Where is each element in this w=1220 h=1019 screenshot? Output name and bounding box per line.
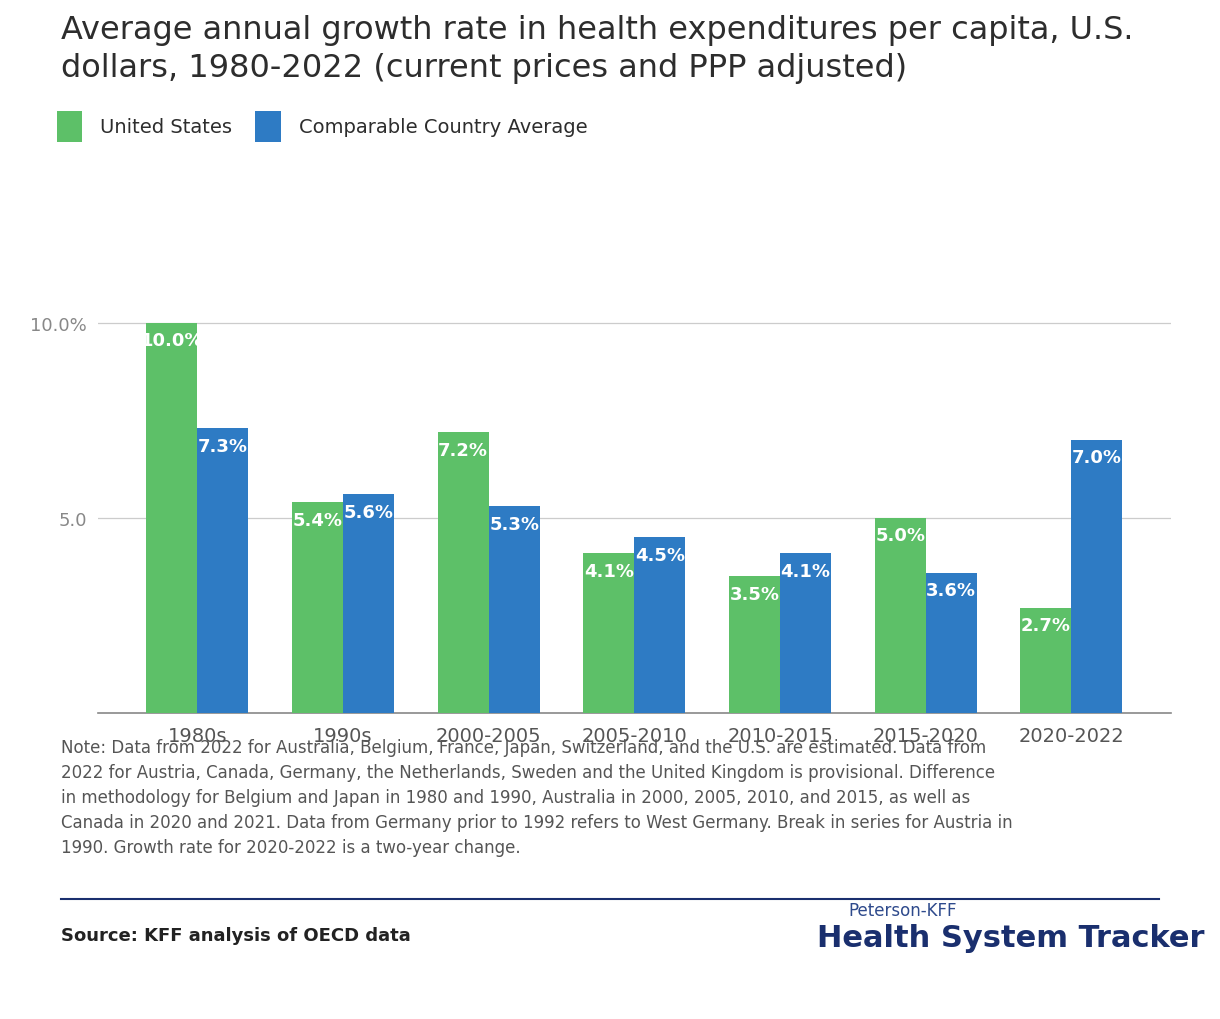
Text: United States: United States (100, 118, 232, 137)
Text: 7.0%: 7.0% (1072, 449, 1122, 467)
Text: 4.5%: 4.5% (634, 546, 684, 565)
Bar (489, 506, 539, 713)
Bar (1071, 440, 1122, 713)
Text: 3.6%: 3.6% (926, 582, 976, 599)
Text: 5.3%: 5.3% (489, 516, 539, 533)
Bar (875, 519, 926, 713)
Bar (146, 323, 198, 713)
Text: Average annual growth rate in health expenditures per capita, U.S.: Average annual growth rate in health exp… (61, 15, 1133, 46)
Bar (926, 573, 977, 713)
Bar (1020, 608, 1071, 713)
Text: dollars, 1980-2022 (current prices and PPP adjusted): dollars, 1980-2022 (current prices and P… (61, 53, 908, 84)
Text: 5.0%: 5.0% (875, 527, 925, 545)
Bar (730, 577, 780, 713)
Text: 5.4%: 5.4% (293, 512, 343, 529)
Bar (583, 553, 634, 713)
Text: 4.1%: 4.1% (781, 562, 831, 580)
Text: Health System Tracker: Health System Tracker (817, 923, 1205, 952)
Text: 4.1%: 4.1% (584, 562, 634, 580)
Text: 3.5%: 3.5% (730, 586, 780, 603)
Bar (438, 433, 489, 713)
Text: 7.3%: 7.3% (198, 437, 248, 455)
Text: 10.0%: 10.0% (140, 332, 204, 350)
Text: Source: KFF analysis of OECD data: Source: KFF analysis of OECD data (61, 926, 411, 945)
Bar (634, 538, 686, 713)
Text: Peterson-KFF: Peterson-KFF (848, 901, 956, 919)
Bar (198, 429, 249, 713)
Bar (780, 553, 831, 713)
Text: 7.2%: 7.2% (438, 441, 488, 460)
Bar (292, 502, 343, 713)
Text: 2.7%: 2.7% (1021, 616, 1071, 635)
Text: 5.6%: 5.6% (344, 503, 394, 522)
Text: Comparable Country Average: Comparable Country Average (299, 118, 588, 137)
Text: Note: Data from 2022 for Australia, Belgium, France, Japan, Switzerland, and the: Note: Data from 2022 for Australia, Belg… (61, 739, 1013, 857)
Bar (343, 495, 394, 713)
